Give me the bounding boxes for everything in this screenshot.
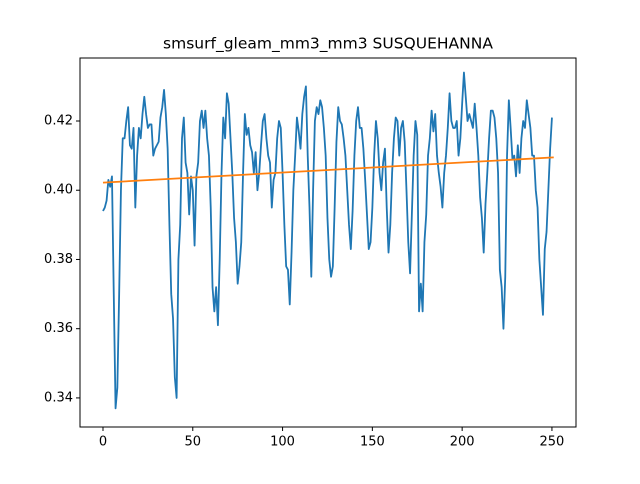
x-tick-label: 250 — [540, 435, 565, 450]
y-tick-label: 0.36 — [44, 321, 73, 336]
x-tick-label: 200 — [450, 435, 475, 450]
x-tick-label: 0 — [99, 435, 107, 450]
x-tick-label: 50 — [185, 435, 202, 450]
y-tick-label: 0.40 — [44, 183, 73, 198]
axes-frame — [79, 57, 577, 428]
y-tick-label: 0.38 — [44, 252, 73, 267]
y-tick-label: 0.42 — [44, 114, 73, 129]
series-line — [102, 71, 553, 410]
x-tick-label: 150 — [360, 435, 385, 450]
chart-title: smsurf_gleam_mm3_mm3 SUSQUEHANNA — [163, 35, 493, 54]
x-tick-label: 100 — [270, 435, 295, 450]
y-tick-label: 0.34 — [44, 390, 73, 405]
series-line — [102, 156, 554, 184]
